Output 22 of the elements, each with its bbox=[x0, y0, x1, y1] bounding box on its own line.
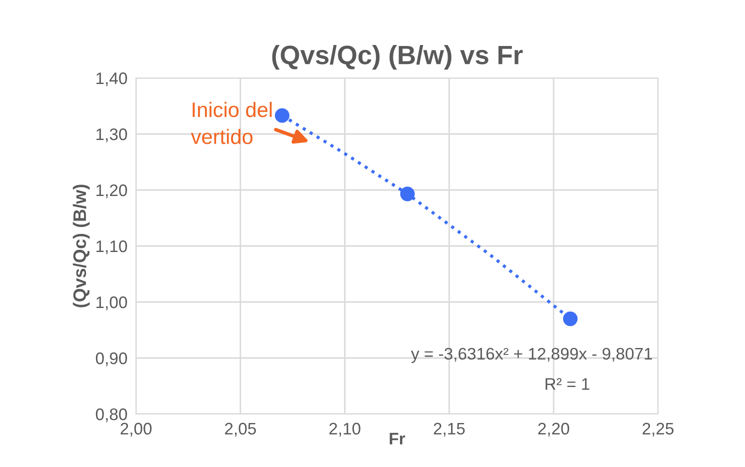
y-tick-label: 1,30 bbox=[96, 128, 128, 142]
y-tick-label: 0,90 bbox=[96, 352, 128, 366]
annotation: Inicio del vertido bbox=[190, 102, 272, 144]
x-tick-label: 2,00 bbox=[120, 422, 152, 437]
x-tick-label: 2,15 bbox=[434, 422, 465, 437]
annotation: R² = 1 bbox=[546, 378, 590, 390]
point bbox=[400, 186, 415, 202]
y-tick-label: 1,10 bbox=[96, 240, 128, 254]
x-tick-label: 2,25 bbox=[642, 422, 674, 437]
x-tick-label: 2,10 bbox=[329, 422, 360, 437]
point bbox=[274, 108, 290, 123]
y-tick-label: 1,00 bbox=[96, 296, 128, 310]
y-tick-label: 1,40 bbox=[96, 72, 128, 86]
annotation: y = -3,6316x² + 12,899x - 9,8071 bbox=[411, 348, 652, 363]
point bbox=[563, 312, 578, 326]
y-tick-label: 1,20 bbox=[96, 184, 128, 198]
y-axis-title: (Qvs/Qc) (B/w) bbox=[72, 184, 90, 308]
x-tick-label: 2,20 bbox=[538, 422, 570, 437]
x-axis-title: Fr bbox=[390, 432, 406, 444]
x-tick-label: 2,05 bbox=[225, 422, 256, 437]
y-tick-label: 0,80 bbox=[96, 408, 128, 422]
chart-title: (Qvs/Qc) (B/w) vs Fr bbox=[272, 44, 523, 70]
